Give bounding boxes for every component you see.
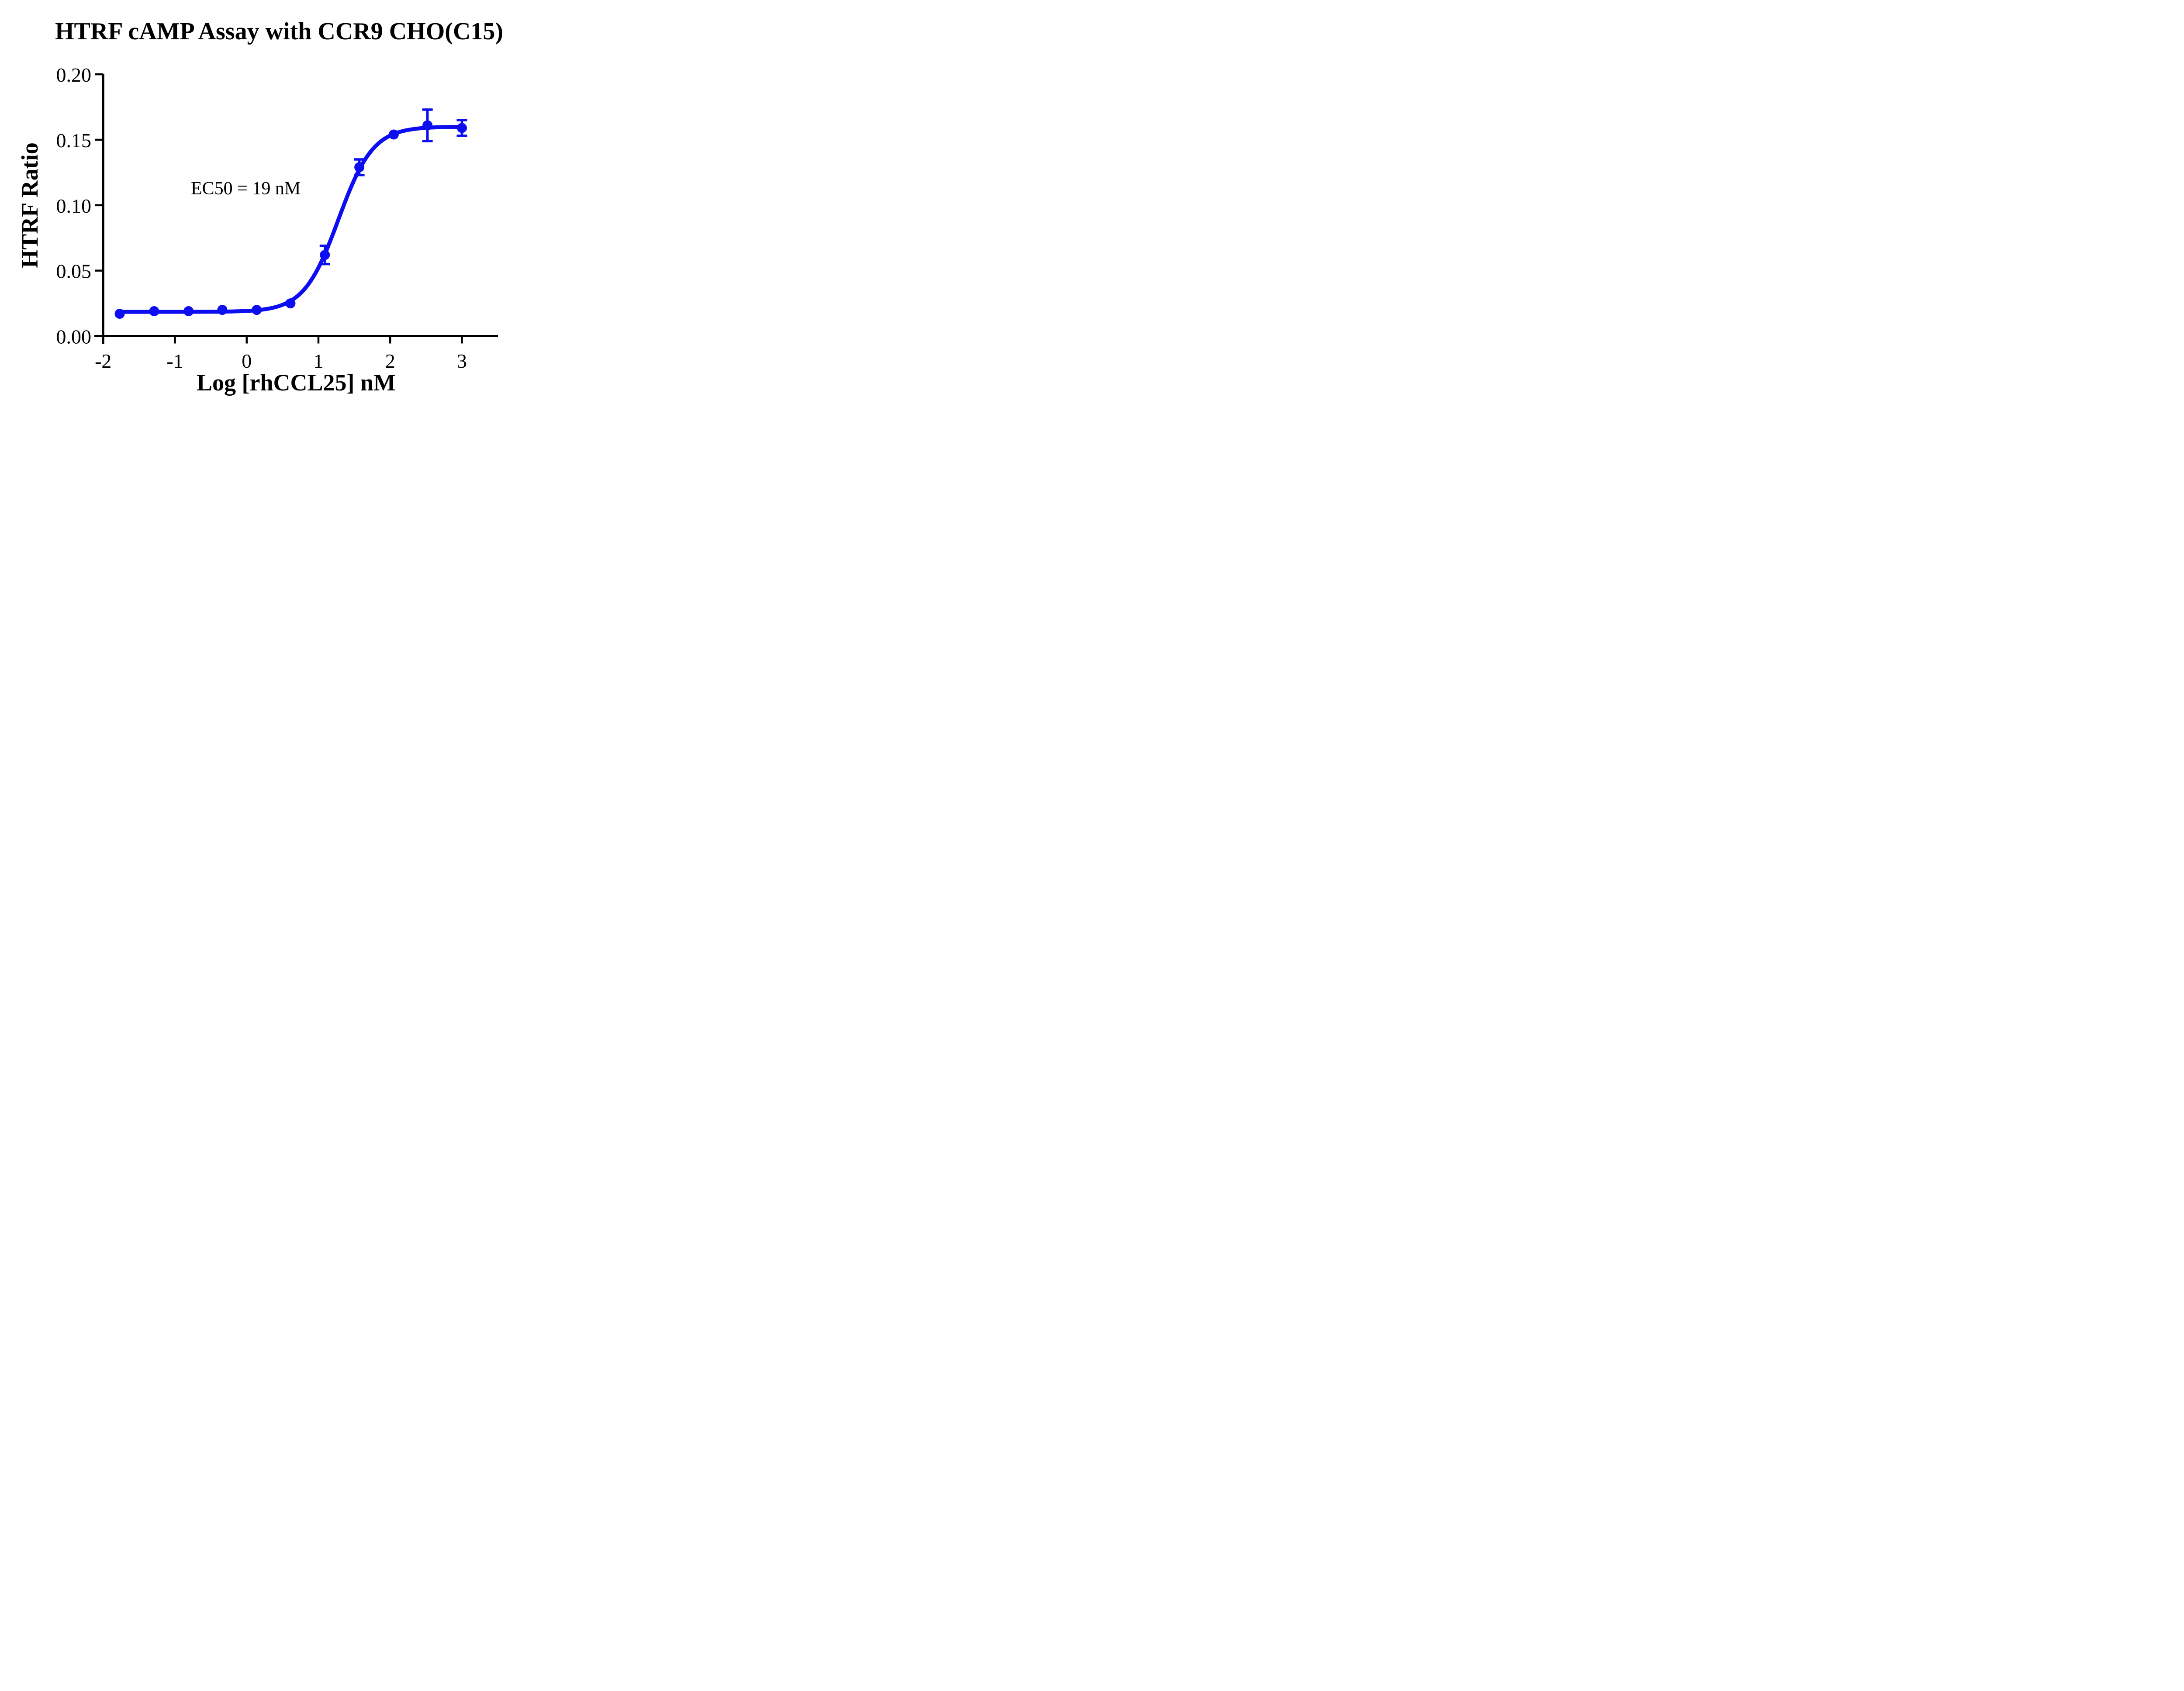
- x-tick-label: 1: [314, 350, 324, 372]
- data-point: [217, 305, 228, 315]
- x-tick-label: 2: [385, 350, 395, 372]
- figure: HTRF cAMP Assay with CCR9 CHO(C15) HTRF …: [0, 0, 558, 423]
- data-point: [354, 162, 365, 173]
- chart-title: HTRF cAMP Assay with CCR9 CHO(C15): [55, 18, 504, 45]
- plot-area: -2 -1 0 1 2 3 0.00 0.05 0.10 0.15 0.20: [56, 64, 498, 372]
- y-tick-label: 0.15: [56, 129, 92, 152]
- data-point: [252, 305, 262, 315]
- x-tick-label: 0: [242, 350, 252, 372]
- data-point: [457, 123, 467, 133]
- y-tick-label: 0.00: [56, 326, 92, 348]
- data-point: [149, 306, 159, 317]
- fit-curve: [117, 124, 464, 314]
- data-point: [422, 120, 433, 131]
- x-tick-label: -1: [166, 350, 183, 372]
- data-point: [320, 250, 330, 260]
- data-point: [183, 306, 194, 317]
- data-point: [388, 129, 399, 140]
- y-tick-label: 0.10: [56, 195, 92, 217]
- data-point: [114, 309, 125, 319]
- data-point: [285, 298, 296, 309]
- x-tick-label: 3: [457, 350, 467, 372]
- ec50-annotation: EC50 = 19 nM: [191, 179, 301, 199]
- x-tick-label: -2: [95, 350, 111, 372]
- y-tick-label: 0.05: [56, 260, 92, 283]
- y-tick-label: 0.20: [56, 64, 92, 86]
- x-axis-title: Log [rhCCL25] nM: [197, 369, 396, 396]
